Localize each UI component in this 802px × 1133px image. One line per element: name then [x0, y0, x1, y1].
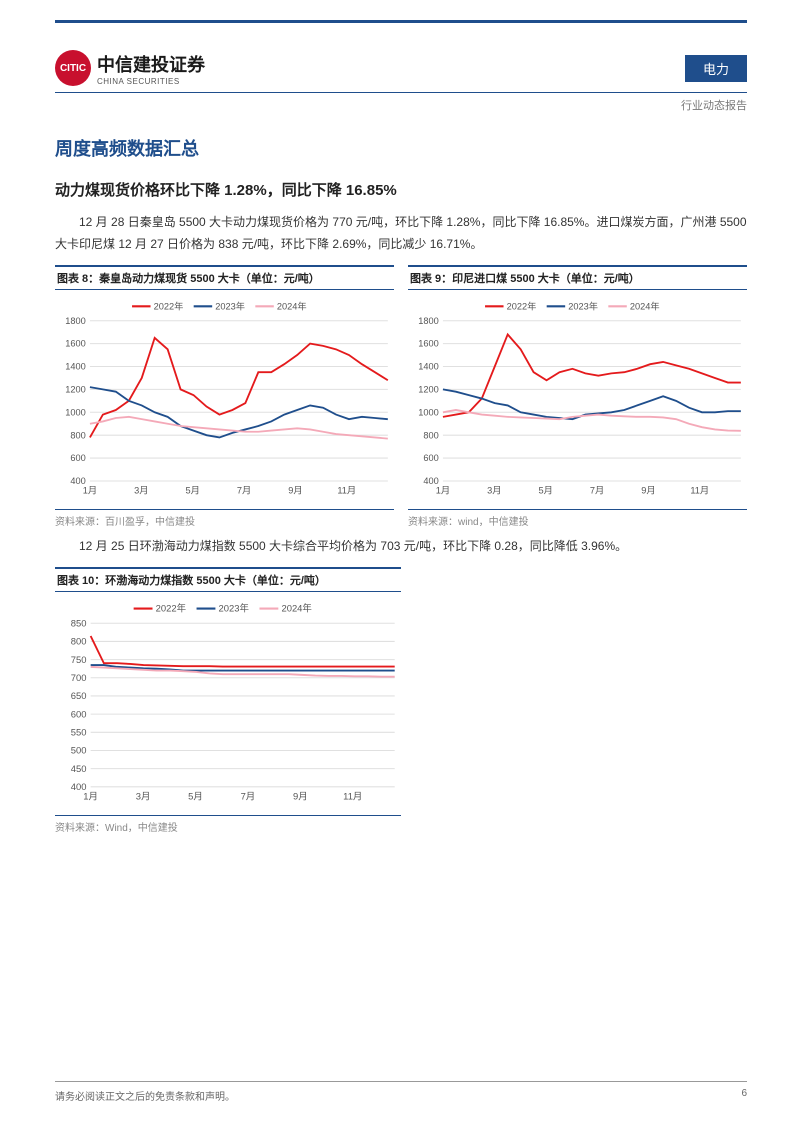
svg-text:7月: 7月 [241, 791, 256, 802]
category-badge: 电力 [685, 55, 747, 82]
svg-text:7月: 7月 [590, 485, 604, 495]
chart-8: 2022年2023年2024年4006008001000120014001600… [55, 294, 394, 504]
svg-text:1月: 1月 [436, 485, 450, 495]
chart-9-source: 资料来源：wind，中信建投 [408, 509, 747, 528]
company-name-cn: 中信建投证券 [97, 51, 205, 77]
svg-text:9月: 9月 [293, 791, 308, 802]
chart-10: 2022年2023年2024年4004505005506006507007508… [55, 596, 401, 811]
doc-type-label: 行业动态报告 [55, 97, 747, 113]
svg-text:5月: 5月 [188, 791, 203, 802]
svg-text:1600: 1600 [418, 339, 439, 349]
sub-title: 动力煤现货价格环比下降 1.28%，同比下降 16.85% [55, 179, 747, 200]
paragraph-1: 12 月 28 日秦皇岛 5500 大卡动力煤现货价格为 770 元/吨，环比下… [55, 212, 747, 255]
svg-text:9月: 9月 [641, 485, 655, 495]
svg-text:800: 800 [70, 430, 85, 440]
svg-text:9月: 9月 [288, 485, 302, 495]
svg-text:2024年: 2024年 [281, 603, 311, 614]
svg-text:650: 650 [71, 690, 87, 701]
chart-9-caption: 图表 9：印尼进口煤 5500 大卡（单位：元/吨） [408, 265, 747, 290]
svg-text:1000: 1000 [65, 408, 86, 418]
svg-text:2022年: 2022年 [507, 301, 537, 312]
svg-text:800: 800 [423, 430, 438, 440]
svg-text:600: 600 [423, 453, 438, 463]
svg-text:3月: 3月 [487, 485, 501, 495]
chart-8-block: 图表 8：秦皇岛动力煤现货 5500 大卡（单位：元/吨） 2022年 2023年… [55, 265, 394, 527]
chart-9-block: 图表 9：印尼进口煤 5500 大卡（单位：元/吨） 2022年 2023年 202… [408, 265, 747, 527]
svg-text:11月: 11月 [337, 485, 356, 495]
svg-text:11月: 11月 [343, 791, 362, 802]
svg-text:850: 850 [71, 618, 87, 629]
svg-text:3月: 3月 [136, 791, 151, 802]
page-number: 6 [741, 1088, 747, 1103]
svg-text:5月: 5月 [185, 485, 199, 495]
svg-text:2023年: 2023年 [215, 301, 245, 312]
footer-disclaimer: 请务必阅读正文之后的免责条款和声明。 [55, 1088, 235, 1103]
svg-text:550: 550 [71, 727, 87, 738]
section-title: 周度高频数据汇总 [55, 135, 747, 161]
svg-text:2023年: 2023年 [219, 603, 249, 614]
chart-8-source: 资料来源：百川盈孚，中信建投 [55, 509, 394, 528]
chart-10-block: 图表 10：环渤海动力煤指数 5500 大卡（单位：元/吨） 2022年 2023… [55, 567, 401, 834]
company-name-en: CHINA SECURITIES [97, 77, 205, 86]
chart-9: 2022年2023年2024年4006008001000120014001600… [408, 294, 747, 504]
svg-text:700: 700 [71, 672, 87, 683]
svg-text:1月: 1月 [83, 791, 98, 802]
paragraph-2: 12 月 25 日环渤海动力煤指数 5500 大卡综合平均价格为 703 元/吨… [55, 536, 747, 558]
svg-text:1600: 1600 [65, 339, 86, 349]
chart-8-caption: 图表 8：秦皇岛动力煤现货 5500 大卡（单位：元/吨） [55, 265, 394, 290]
svg-text:500: 500 [71, 745, 87, 756]
svg-text:7月: 7月 [237, 485, 251, 495]
svg-text:1800: 1800 [418, 316, 439, 326]
svg-text:1400: 1400 [65, 362, 86, 372]
svg-text:1月: 1月 [83, 485, 97, 495]
svg-text:1400: 1400 [418, 362, 439, 372]
company-logo: CITIC 中信建投证券 CHINA SECURITIES [55, 50, 205, 86]
svg-text:450: 450 [71, 763, 87, 774]
svg-text:1200: 1200 [418, 385, 439, 395]
svg-text:800: 800 [71, 636, 87, 647]
svg-text:11月: 11月 [690, 485, 709, 495]
svg-text:5月: 5月 [538, 485, 552, 495]
chart-10-source: 资料来源：Wind，中信建投 [55, 815, 401, 834]
svg-text:2024年: 2024年 [277, 301, 307, 312]
svg-text:750: 750 [71, 654, 87, 665]
svg-text:1000: 1000 [418, 408, 439, 418]
svg-text:3月: 3月 [134, 485, 148, 495]
logo-icon: CITIC [55, 50, 91, 86]
svg-text:1200: 1200 [65, 385, 86, 395]
chart-10-caption: 图表 10：环渤海动力煤指数 5500 大卡（单位：元/吨） [55, 567, 401, 592]
svg-text:2023年: 2023年 [568, 301, 598, 312]
svg-text:2022年: 2022年 [156, 603, 186, 614]
svg-text:2024年: 2024年 [630, 301, 660, 312]
svg-text:600: 600 [70, 453, 85, 463]
svg-text:600: 600 [71, 709, 87, 720]
svg-text:1800: 1800 [65, 316, 86, 326]
svg-text:2022年: 2022年 [154, 301, 184, 312]
